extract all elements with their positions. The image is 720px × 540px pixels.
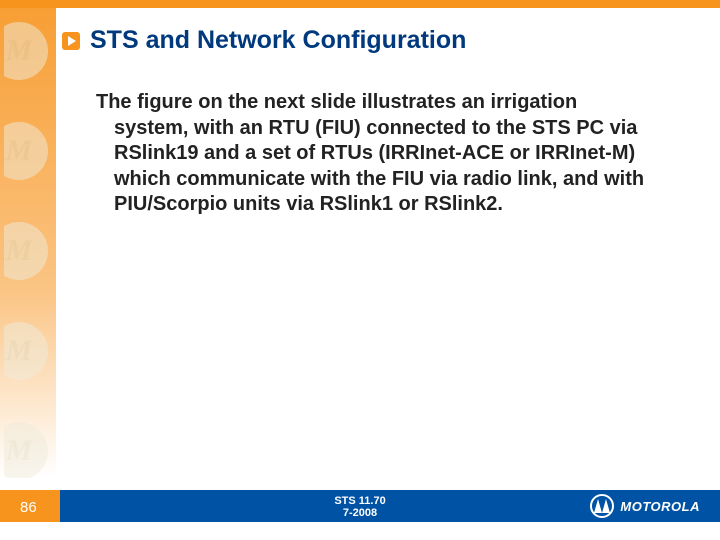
body-paragraph: The figure on the next slide illustrates… bbox=[96, 90, 666, 218]
top-accent-bar bbox=[0, 0, 720, 8]
body-line-1: The figure on the next slide illustrates… bbox=[96, 90, 666, 116]
play-triangle-icon bbox=[68, 36, 76, 46]
watermark-circle: M bbox=[4, 122, 48, 180]
motorola-m-icon bbox=[590, 494, 614, 518]
watermark-circle: M bbox=[4, 222, 48, 280]
watermark-circle: M bbox=[4, 422, 48, 478]
motorola-logo: MOTOROLA bbox=[590, 494, 700, 518]
watermark-m-icon: M bbox=[6, 234, 33, 268]
sidebar-decoration: M M M M M bbox=[4, 8, 56, 478]
title-bullet-icon bbox=[62, 32, 80, 50]
watermark-m-icon: M bbox=[6, 334, 33, 368]
watermark-circle: M bbox=[4, 22, 48, 80]
watermark-m-icon: M bbox=[6, 134, 33, 168]
motorola-wordmark: MOTOROLA bbox=[620, 499, 700, 514]
watermark-m-icon: M bbox=[6, 34, 33, 68]
watermark-circle: M bbox=[4, 322, 48, 380]
slide: M M M M M STS and Network Configuration The … bbox=[0, 0, 720, 540]
slide-title: STS and Network Configuration bbox=[90, 26, 466, 55]
title-area: STS and Network Configuration bbox=[62, 26, 466, 55]
watermark-m-icon: M bbox=[6, 434, 33, 468]
body-rest: system, with an RTU (FIU) connected to t… bbox=[96, 116, 666, 218]
